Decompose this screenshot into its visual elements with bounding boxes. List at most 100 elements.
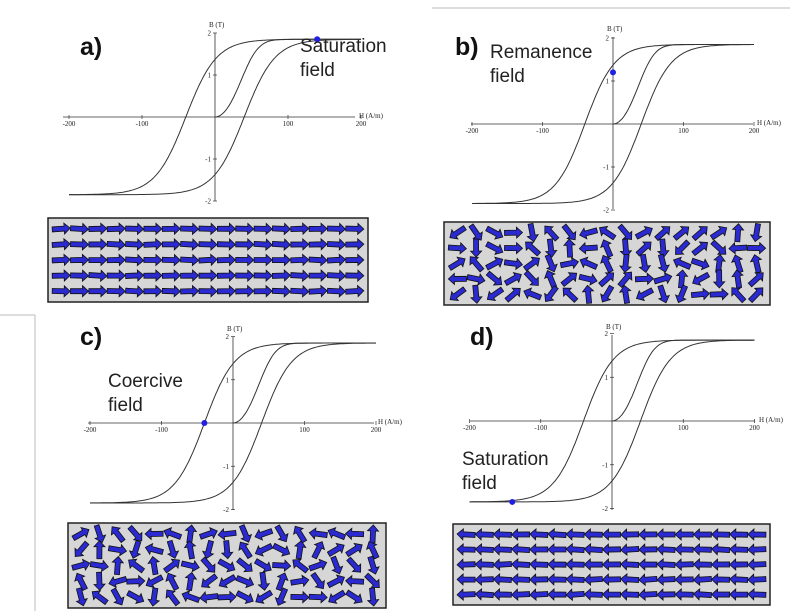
domain-arrow [216,269,236,282]
y-axis-label: B (T) [607,25,623,33]
domain-arrow [163,526,183,540]
domain-arrow [166,539,180,559]
domain-arrow [474,587,494,601]
domain-arrow [216,284,236,298]
domain-arrow [620,588,640,601]
domain-arrow [74,540,90,557]
domain-arrow [691,241,709,257]
y-tick-label: -1 [205,156,211,164]
y-tick-label: -1 [602,461,608,469]
domain-arrow [366,587,380,607]
domain-arrow [201,539,215,559]
domain-arrow [634,225,653,240]
domain-arrow [674,543,694,556]
domain-arrow [235,222,255,236]
hysteresis-up [69,38,361,196]
domain-arrow [674,573,694,586]
domain-arrow [638,573,658,587]
annotation: Remanence [490,42,592,63]
domain-arrow [293,540,307,560]
domain-arrow [253,238,273,251]
domain-arrow [110,526,126,544]
domain-arrow [638,253,652,273]
domain-arrow [345,222,365,236]
domain-arrow [88,253,108,267]
panel-label: b) [455,33,479,61]
domain-arrow [511,542,531,556]
domain-arrow [88,237,108,251]
domain-arrow [161,284,181,298]
domain-arrow [579,227,599,240]
domain-arrow [107,543,128,557]
domain-arrow [583,558,603,571]
y-tick-label: -2 [602,505,608,513]
domain-arrow [308,237,328,251]
domain-arrow [345,574,365,588]
x-tick-label: 200 [749,127,760,135]
domain-arrow [601,558,621,571]
state-dot [314,36,321,43]
domain-arrow [326,542,345,557]
domain-arrow [674,284,689,304]
domain-arrow [198,526,218,540]
domain-arrow [485,225,504,240]
domain-arrow [108,575,128,589]
domain-arrow [235,269,255,283]
domain-arrow [474,557,494,571]
x-axis-label: H (A/m) [757,119,782,127]
domain-arrow [106,253,126,267]
domain-arrow [672,226,690,241]
domain-arrow [511,588,531,602]
domain-arrow [692,573,712,587]
domain-arrow [600,284,615,303]
domain-arrow [578,241,598,255]
domain-arrow [253,558,272,573]
x-axis-label: H (A/m) [359,112,384,120]
domain-arrow [275,572,289,592]
domain-arrow [711,573,731,586]
domain-arrow [274,587,289,606]
domain-arrow [503,272,522,287]
domain-arrow [181,590,201,604]
domain-arrow [345,527,365,541]
domain-arrow [749,222,763,243]
domain-arrow [485,241,504,255]
y-tick-label: 1 [605,374,609,382]
domain-arrow [366,524,380,544]
domain-arrow [583,542,603,556]
domain-arrow [143,253,163,267]
domain-arrow [711,588,731,601]
domain-arrow [600,254,614,274]
domain-arrow [51,253,71,267]
domain-arrow [310,571,325,590]
domain-arrow [145,574,164,589]
domain-arrow [143,222,163,236]
domain-arrow [71,558,91,572]
domain-arrow [345,237,365,251]
domain-arrow [74,572,88,591]
domain-arrow [271,269,291,282]
domain-arrow [216,238,236,251]
domain-arrow [466,273,486,286]
domain-arrow [511,528,531,541]
domain-arrow [529,527,549,541]
domain-arrow [449,225,467,240]
domain-arrow [656,542,676,556]
domain-arrow [653,272,673,285]
domain-arrow [711,558,731,571]
domain-arrow [709,287,729,301]
domain-arrow [345,589,363,604]
domain-arrow [125,222,145,236]
domain-arrow [327,222,347,236]
annotation: Saturation [462,449,549,470]
x-tick-label: 100 [299,426,310,434]
domain-arrow [183,540,197,560]
domain-arrow [710,239,727,255]
domain-arrow [504,226,524,240]
domain-arrow [692,271,711,286]
domain-arrow [161,253,181,267]
domain-arrow [235,253,255,267]
domain-arrow [692,587,712,601]
y-tick-label: 1 [226,376,230,384]
domain-arrow [290,590,310,604]
